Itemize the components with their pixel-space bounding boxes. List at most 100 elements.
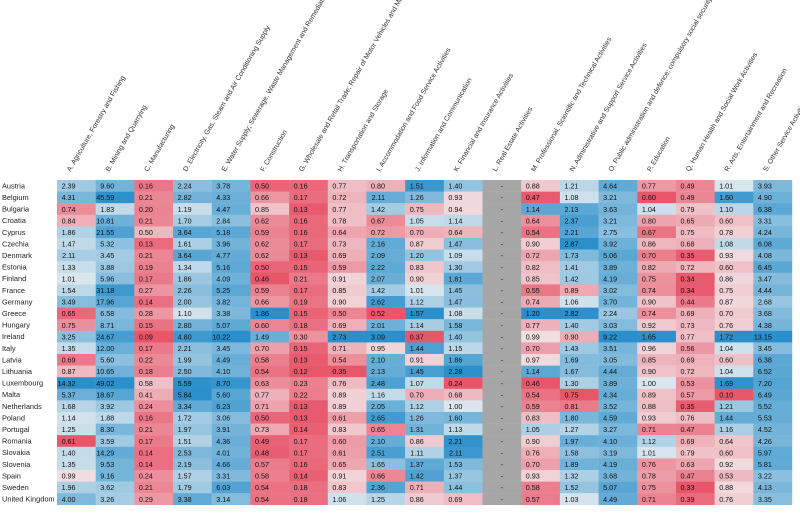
heatmap-cell — [173, 458, 212, 471]
cell-value-label: 1.25 — [371, 495, 385, 504]
cell-value-label: 4.44 — [603, 367, 617, 376]
column-header: F. Construction — [260, 129, 289, 173]
heatmap-cell — [443, 400, 483, 413]
cell-value-label: 2.21 — [448, 437, 462, 446]
cell-value-label: 0.57 — [526, 495, 540, 504]
heatmap-cell — [559, 307, 599, 320]
heatmap-cell — [211, 458, 251, 471]
heatmap-cell — [211, 261, 251, 273]
heatmap-cell — [211, 238, 251, 250]
cell-value-label: 1.21 — [719, 402, 733, 411]
cell-value-label: 5.06 — [603, 251, 617, 260]
heatmap-cell — [57, 272, 96, 285]
row-label: Sweden — [2, 483, 29, 492]
heatmap-cell — [598, 296, 638, 308]
heatmap-cell — [289, 249, 328, 262]
cell-value-label: 1.83 — [100, 205, 114, 214]
cell-value-label: 1.11 — [410, 448, 423, 457]
cell-value-label: 1.42 — [564, 274, 578, 283]
heatmap-cell — [443, 319, 483, 331]
heatmap-cell — [521, 493, 561, 505]
heatmap-cell — [327, 330, 367, 343]
cell-value-label: 0.64 — [332, 228, 346, 237]
heatmap-cell — [521, 261, 561, 273]
heatmap-cell — [675, 307, 715, 320]
heatmap-cell — [366, 342, 406, 355]
cell-value-label: 8.71 — [100, 321, 114, 330]
heatmap-cell — [405, 446, 445, 459]
heatmap-cell — [714, 354, 754, 366]
heatmap-cell — [559, 330, 599, 343]
cell-value-label: 3.34 — [178, 402, 192, 411]
cell-value-label: 0.70 — [410, 390, 424, 399]
row-label: Malta — [2, 390, 21, 399]
cell-value-label: 0.14 — [294, 425, 308, 434]
cell-value-label: 3.31 — [216, 472, 230, 481]
heatmap-cell — [366, 272, 406, 285]
heatmap-cell — [598, 330, 638, 343]
cell-value-label: 0.19 — [139, 263, 153, 272]
heatmap-cell — [598, 354, 638, 366]
cell-value-label: 4.34 — [603, 390, 617, 399]
heatmap-cell — [366, 226, 406, 239]
heatmap-cell — [173, 435, 212, 447]
cell-value-label: 0.49 — [681, 182, 695, 191]
cell-value-label: 1.47 — [448, 298, 462, 307]
cell-value-label: 1.21 — [564, 182, 578, 191]
cell-value-label: 0.93 — [448, 193, 462, 202]
cell-value-label: 5.60 — [216, 390, 230, 399]
heatmap-cell — [521, 470, 561, 482]
heatmap-cell — [714, 377, 754, 389]
heatmap-cell — [714, 388, 754, 401]
heatmap-cell — [173, 423, 212, 436]
cell-value-label: 0.78 — [332, 216, 346, 225]
cell-value-label: 3.92 — [100, 402, 114, 411]
cell-value-label: 2.80 — [178, 321, 192, 330]
heatmap-cell — [95, 458, 135, 471]
cell-value-label: 5.37 — [62, 390, 76, 399]
heatmap-cell — [327, 365, 367, 378]
heatmap-cell — [637, 203, 677, 215]
cell-value-label: 0.67 — [371, 216, 385, 225]
cell-value-label: 0.94 — [448, 205, 462, 214]
heatmap-cell — [482, 365, 522, 378]
cell-value-label: 0.48 — [255, 448, 269, 457]
cell-value-label: 0.85 — [332, 286, 346, 295]
cell-value-label: 1.35 — [62, 460, 76, 469]
cell-value-label: 0.18 — [139, 367, 153, 376]
cell-value-label: 1.05 — [410, 216, 424, 225]
cell-value-label: 0.61 — [62, 437, 76, 446]
heatmap-cell — [134, 319, 174, 331]
cell-value-label: 0.83 — [332, 483, 346, 492]
cell-value-label: 1.16 — [719, 425, 733, 434]
cell-value-label: 0.79 — [681, 205, 695, 214]
cell-value-label: 0.90 — [526, 240, 540, 249]
heatmap-cell — [173, 481, 212, 494]
cell-value-label: 0.23 — [294, 379, 308, 388]
cell-value-label: 9.60 — [100, 182, 114, 191]
heatmap-cell — [405, 296, 445, 308]
heatmap-cell — [289, 203, 328, 215]
heatmap-cell — [289, 330, 328, 343]
cell-value-label: 0.60 — [255, 321, 269, 330]
heatmap-cell — [521, 354, 561, 366]
heatmap-cell — [289, 481, 328, 494]
cell-value-label: 3.70 — [603, 298, 617, 307]
heatmap-cell — [753, 203, 793, 215]
row-label: Finland — [2, 274, 26, 283]
cell-value-label: 1.45 — [410, 367, 424, 376]
missing-cell-label: - — [501, 298, 504, 307]
heatmap-cell — [714, 435, 754, 447]
heatmap-cell — [57, 319, 96, 331]
cell-value-label: 0.60 — [642, 193, 656, 202]
cell-value-label: 1.14 — [526, 367, 540, 376]
heatmap-cell — [289, 319, 328, 331]
heatmap-cell — [559, 214, 599, 227]
cell-value-label: 0.16 — [139, 182, 153, 191]
cell-value-label: 1.40 — [448, 182, 462, 191]
heatmap-cell — [250, 435, 290, 447]
cell-value-label: 1.06 — [564, 298, 578, 307]
cell-value-label: 0.15 — [294, 309, 308, 318]
cell-value-label: 0.17 — [294, 286, 308, 295]
heatmap-cell — [250, 272, 290, 285]
